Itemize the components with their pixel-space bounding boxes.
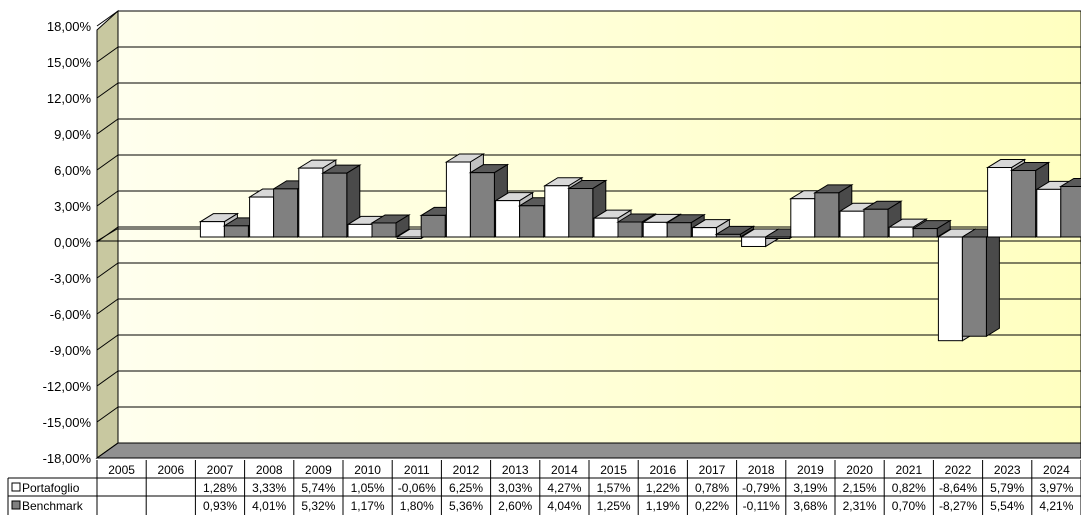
data-label: -0,06% (398, 481, 436, 495)
data-label: 3,97% (1039, 481, 1073, 495)
x-tick-label: 2023 (994, 463, 1021, 477)
bar-benchmark-2020 (862, 200, 903, 238)
x-tick-label: 2024 (1043, 463, 1070, 477)
data-label: -8,27% (939, 499, 977, 513)
data-label: 4,21% (1039, 499, 1073, 513)
x-tick-label: 2005 (108, 463, 135, 477)
data-label: 5,79% (990, 481, 1024, 495)
data-label: 5,54% (990, 499, 1024, 513)
data-label: 3,68% (793, 499, 827, 513)
x-tick-label: 2020 (846, 463, 873, 477)
y-tick-label: -3,00% (50, 271, 92, 286)
x-tick-label: 2008 (256, 463, 283, 477)
gridline-side (96, 82, 119, 99)
gridline-side (96, 154, 119, 171)
data-label: 2,60% (498, 499, 532, 513)
x-tick-label: 2006 (157, 463, 184, 477)
data-label: 1,17% (351, 499, 385, 513)
data-label: 2,31% (843, 499, 877, 513)
x-tick-label: 2009 (305, 463, 332, 477)
data-label: 1,80% (400, 499, 434, 513)
y-tick-label: -9,00% (50, 343, 92, 358)
x-tick-label: 2018 (748, 463, 775, 477)
x-tick-label: 2021 (895, 463, 922, 477)
gridline-side (96, 334, 119, 351)
x-tick-label: 2007 (207, 463, 234, 477)
x-tick-label: 2012 (453, 463, 480, 477)
data-label: 0,22% (695, 499, 729, 513)
x-tick-label: 2011 (404, 463, 430, 477)
gridline-side (96, 10, 119, 27)
data-label: 0,93% (203, 499, 237, 513)
floor (95, 442, 1081, 459)
x-tick-label: 2016 (649, 463, 676, 477)
y-tick-label: 18,00% (47, 19, 92, 34)
gridline-side (96, 118, 119, 135)
legend-label: Benchmark (22, 499, 84, 513)
y-tick-label: 0,00% (54, 235, 91, 250)
data-label: 1,28% (203, 481, 237, 495)
data-label: 1,25% (597, 499, 631, 513)
data-table: 2005 2006 2007 1,28% 0,93% 2008 3,33% 4,01% 2009… (7, 460, 1081, 515)
y-tick-label: -6,00% (50, 307, 92, 322)
x-tick-label: 2015 (600, 463, 627, 477)
y-tick-label: 6,00% (54, 163, 91, 178)
legend-swatch (11, 500, 21, 510)
y-axis: 18,00% 15,00% 12,00% 9,00% 6,00% 3,00% 0,00% -3… (43, 19, 92, 466)
data-label: -0,79% (742, 481, 780, 495)
gridline-side (96, 190, 119, 207)
data-label: 5,36% (449, 499, 483, 513)
data-label: 2,15% (843, 481, 877, 495)
bar-benchmark-2021 (911, 219, 952, 238)
gridline-side (96, 442, 119, 459)
gridline-side (96, 46, 119, 63)
data-label: 3,03% (498, 481, 532, 495)
data-label: 6,25% (449, 481, 483, 495)
gridline-side (96, 406, 119, 423)
data-label: 3,33% (252, 481, 286, 495)
y-tick-label: 12,00% (47, 91, 92, 106)
bar-benchmark-2009 (321, 164, 362, 238)
data-label: 4,01% (252, 499, 286, 513)
data-label: 4,04% (547, 499, 581, 513)
data-label: 5,74% (301, 481, 335, 495)
bar-benchmark-2022 (960, 228, 1002, 338)
data-label: 0,78% (695, 481, 729, 495)
x-tick-label: 2019 (797, 463, 824, 477)
bar-benchmark-2010 (370, 214, 411, 238)
data-label: 1,57% (597, 481, 631, 495)
bars (198, 153, 1081, 342)
bar-benchmark-2012 (468, 163, 510, 238)
data-label: 0,82% (892, 481, 926, 495)
data-label: 0,70% (892, 499, 926, 513)
y-tick-label: 9,00% (54, 127, 91, 142)
data-label: -0,11% (743, 499, 780, 513)
legend-label: Portafoglio (22, 481, 80, 495)
x-tick-label: 2014 (551, 463, 578, 477)
data-label: -8,64% (939, 481, 977, 495)
data-label: 1,19% (646, 499, 680, 513)
y-tick-label: -15,00% (43, 415, 92, 430)
bar-benchmark-2024 (1059, 177, 1081, 238)
gridline-side (96, 370, 119, 387)
y-tick-label: -12,00% (43, 379, 92, 394)
data-label: 1,05% (351, 481, 385, 495)
y-tick-label: 3,00% (54, 199, 91, 214)
x-tick-label: 2013 (502, 463, 529, 477)
gridline-side (96, 262, 119, 279)
data-label: 3,19% (793, 481, 827, 495)
x-tick-label: 2010 (354, 463, 381, 477)
data-label: 5,32% (301, 499, 335, 513)
data-label: 4,27% (547, 481, 581, 495)
gridline-side (96, 298, 119, 315)
data-label: 1,22% (646, 481, 680, 495)
y-tick-label: 15,00% (47, 55, 92, 70)
x-tick-label: 2017 (699, 463, 726, 477)
y-tick-label: -18,00% (43, 451, 92, 466)
bar-benchmark-2017 (714, 225, 756, 238)
legend-swatch (11, 482, 21, 492)
x-tick-label: 2022 (945, 463, 972, 477)
